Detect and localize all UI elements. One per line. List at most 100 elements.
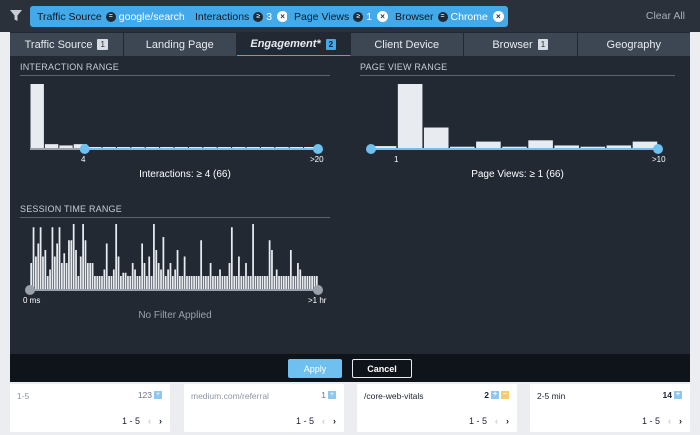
slider-handle-max[interactable] bbox=[653, 144, 663, 154]
filter-chip-field: Interactions bbox=[195, 10, 250, 23]
histogram-bar bbox=[116, 147, 131, 148]
slider-handle-min[interactable] bbox=[79, 144, 90, 154]
histogram-bar bbox=[145, 276, 148, 289]
histogram-bar bbox=[271, 250, 273, 289]
add-filter-icon[interactable]: + bbox=[328, 391, 336, 399]
tab-traffic-source[interactable]: Traffic Source 1 bbox=[10, 33, 124, 56]
close-icon[interactable]: × bbox=[492, 11, 504, 22]
tab-browser[interactable]: Browser 1 bbox=[464, 33, 578, 56]
histogram-bar bbox=[98, 276, 101, 289]
tab-geography[interactable]: Geography bbox=[577, 33, 690, 56]
tab-label: Engagement* bbox=[250, 38, 321, 50]
filter-chip-browser[interactable]: Browser = Chrome × bbox=[388, 6, 508, 27]
histogram-bar bbox=[82, 224, 84, 289]
histogram-bar bbox=[212, 276, 214, 289]
modal-footer: Apply Cancel bbox=[10, 354, 690, 382]
filter-chip-interactions[interactable]: Interactions ≥ 3 × bbox=[188, 6, 293, 27]
tab-badge: 1 bbox=[97, 39, 108, 50]
list-item: medium.com/referral bbox=[191, 391, 269, 401]
chevron-left-icon[interactable]: ‹ bbox=[148, 416, 151, 426]
histogram-bar bbox=[155, 250, 158, 289]
pagination: 1 - 5 ‹ › bbox=[642, 416, 682, 426]
histogram-bar bbox=[84, 240, 87, 289]
histogram-bar bbox=[195, 276, 198, 289]
session-max-label: >1 hr bbox=[308, 296, 327, 305]
tab-landing-page[interactable]: Landing Page bbox=[123, 33, 237, 56]
histogram-bar bbox=[108, 276, 110, 289]
clear-all-link[interactable]: Clear All bbox=[645, 10, 685, 22]
session-time-range-title: SESSION TIME RANGE bbox=[20, 204, 330, 218]
histogram-bar bbox=[160, 269, 162, 289]
histogram-bar bbox=[202, 276, 205, 289]
histogram-bar bbox=[247, 276, 250, 289]
histogram-bar bbox=[315, 276, 318, 289]
histogram-bar bbox=[32, 227, 35, 289]
chevron-right-icon[interactable]: › bbox=[159, 416, 162, 426]
histogram-bar bbox=[186, 276, 188, 289]
histogram-bar bbox=[70, 240, 73, 289]
histogram-bar bbox=[30, 263, 33, 289]
histogram-bar bbox=[65, 263, 68, 289]
tab-client-device[interactable]: Client Device bbox=[350, 33, 464, 56]
chevron-right-icon[interactable]: › bbox=[679, 416, 682, 426]
histogram-bar bbox=[169, 263, 172, 289]
histogram-bar bbox=[219, 269, 221, 289]
operator-icon: = bbox=[437, 11, 448, 22]
histogram-bar bbox=[49, 269, 51, 289]
pagination: 1 - 5 ‹ › bbox=[469, 416, 509, 426]
close-icon[interactable]: × bbox=[377, 11, 389, 22]
add-filter-icon[interactable]: + bbox=[154, 391, 162, 399]
chevron-right-icon[interactable]: › bbox=[506, 416, 509, 426]
histogram-bar bbox=[193, 276, 195, 289]
pagination: 1 - 5 ‹ › bbox=[296, 416, 336, 426]
slider-handle-min[interactable] bbox=[366, 144, 376, 154]
filter-chip-traffic-source[interactable]: Traffic Source = google/search × bbox=[30, 6, 205, 27]
histogram-bar bbox=[143, 263, 146, 289]
add-filter-icon[interactable]: + bbox=[674, 391, 682, 399]
histogram-bar bbox=[68, 240, 70, 289]
exclude-filter-icon[interactable]: − bbox=[501, 391, 509, 399]
apply-button[interactable]: Apply bbox=[288, 359, 342, 378]
filter-chip-page-views[interactable]: Page Views ≥ 1 × bbox=[287, 6, 393, 27]
page-view-max-label: >10 bbox=[652, 155, 666, 164]
session-caption: No Filter Applied bbox=[138, 310, 212, 321]
histogram-bar bbox=[115, 224, 118, 289]
histogram-bar bbox=[476, 141, 501, 148]
session-time-histogram bbox=[25, 224, 323, 295]
page-range: 1 - 5 bbox=[641, 416, 660, 426]
interaction-histogram bbox=[30, 84, 323, 154]
histogram-bar bbox=[102, 147, 116, 148]
histogram-bar bbox=[89, 263, 92, 289]
tab-engagement[interactable]: Engagement* 2 bbox=[237, 33, 351, 56]
histogram-bar bbox=[59, 145, 73, 148]
tab-label: Browser bbox=[492, 38, 533, 51]
chevron-left-icon[interactable]: ‹ bbox=[322, 416, 325, 426]
histogram-bar bbox=[259, 276, 262, 289]
chevron-left-icon[interactable]: ‹ bbox=[495, 416, 498, 426]
histogram-bar bbox=[371, 146, 397, 148]
filter-chip-field: Traffic Source bbox=[37, 10, 102, 23]
cancel-button[interactable]: Cancel bbox=[352, 359, 412, 378]
histogram-bar bbox=[51, 227, 54, 289]
histogram-bar bbox=[73, 144, 88, 148]
row-count: 14 + bbox=[663, 390, 682, 400]
count-value: 123 bbox=[137, 390, 152, 400]
chevron-left-icon[interactable]: ‹ bbox=[668, 416, 671, 426]
histogram-bar bbox=[124, 272, 127, 289]
slider-handle-max[interactable] bbox=[313, 144, 323, 154]
histogram-bar bbox=[86, 263, 89, 289]
close-icon[interactable]: × bbox=[277, 11, 289, 22]
histogram-bar bbox=[246, 147, 260, 148]
chevron-right-icon[interactable]: › bbox=[333, 416, 336, 426]
tab-bar: Traffic Source 1 Landing Page Engagement… bbox=[10, 33, 690, 56]
histogram-bar bbox=[606, 145, 632, 148]
histogram-bar bbox=[39, 227, 42, 289]
add-filter-icon[interactable]: + bbox=[491, 391, 499, 399]
slider-handle-min[interactable] bbox=[25, 285, 35, 295]
slider-handle-max[interactable] bbox=[313, 285, 323, 295]
histogram-bar bbox=[261, 276, 264, 289]
histogram-bar bbox=[134, 269, 136, 289]
histogram-bar bbox=[127, 276, 129, 289]
histogram-bar bbox=[174, 269, 177, 289]
histogram-bar bbox=[44, 250, 47, 289]
